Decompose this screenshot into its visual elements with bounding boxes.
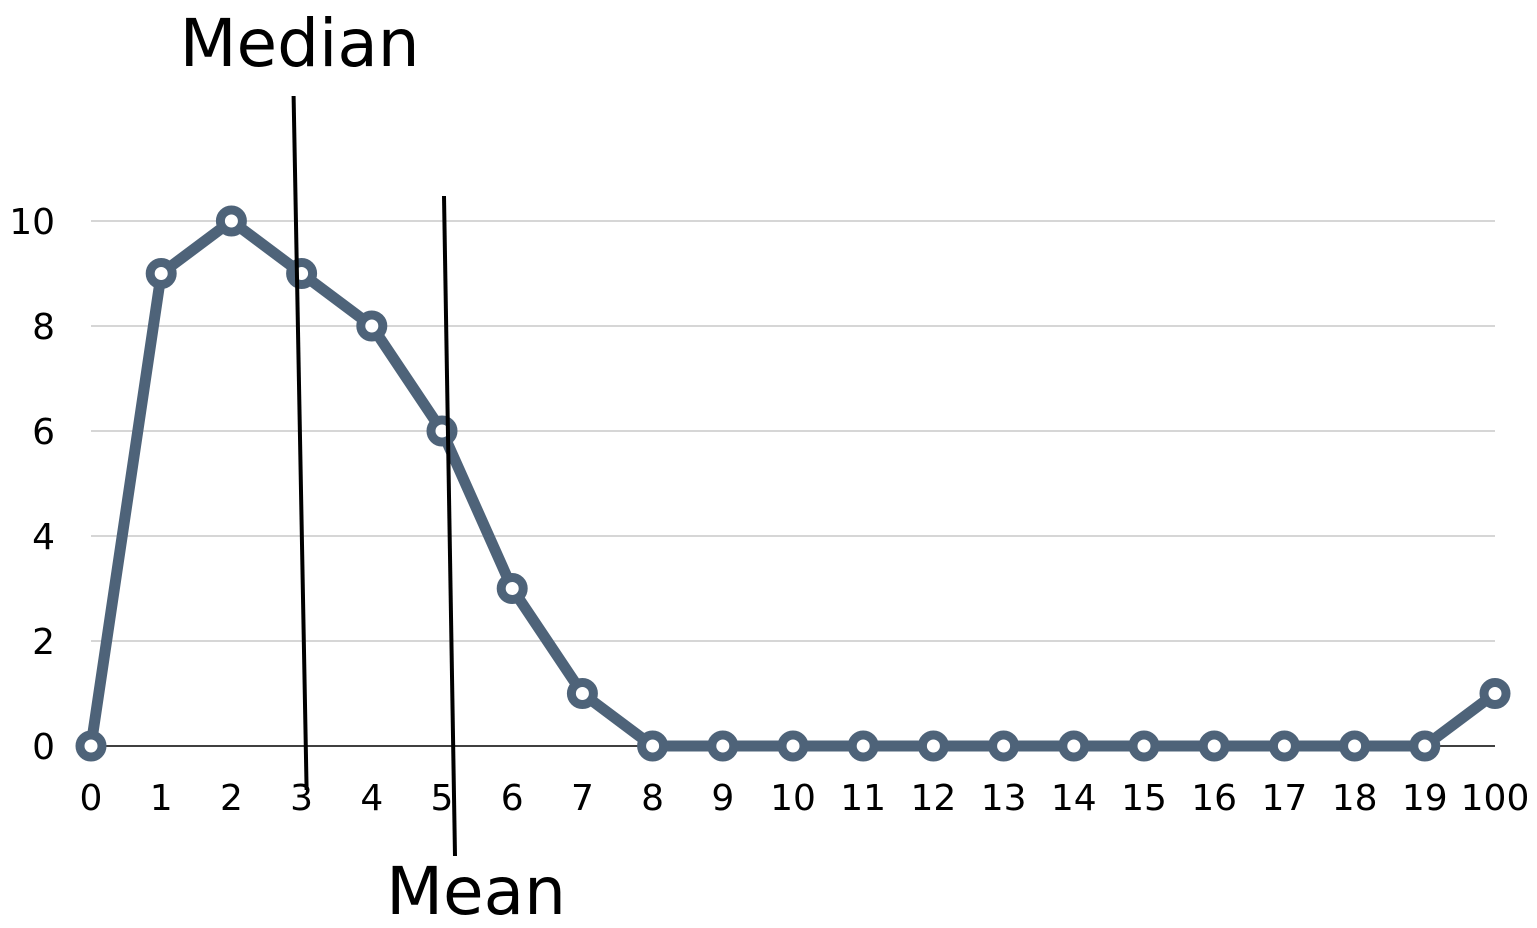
mean-label: Mean (386, 853, 566, 924)
x-tick-label: 18 (1332, 778, 1378, 819)
x-tick-label: 1 (150, 778, 173, 819)
data-point (215, 205, 247, 237)
data-point (847, 730, 879, 762)
annotations: Median Mean (180, 5, 566, 928)
x-tick-label: 10 (770, 778, 816, 819)
data-point (1409, 730, 1441, 762)
data-point (145, 258, 177, 289)
x-tick-label: 14 (1051, 778, 1097, 819)
data-point (1128, 730, 1160, 762)
data-point (988, 730, 1020, 762)
y-tick-label: 0 (32, 727, 55, 768)
data-point (1058, 730, 1090, 762)
x-tick-label: 6 (501, 778, 524, 819)
y-tick-label: 6 (32, 412, 55, 453)
data-point (496, 573, 528, 604)
data-point (1268, 730, 1300, 762)
x-tick-label: 17 (1261, 778, 1307, 819)
median-label: Median (180, 5, 420, 82)
x-tick-label: 19 (1402, 778, 1448, 819)
data-point (1198, 730, 1230, 762)
data-point (637, 730, 669, 762)
x-tick-label: 100 (1461, 778, 1530, 819)
x-tick-label: 11 (840, 778, 886, 819)
data-point (286, 258, 318, 289)
x-tick-label: 13 (981, 778, 1027, 819)
x-tick-label: 3 (290, 778, 313, 819)
x-axis: 0 1 2 3 4 5 6 7 8 9 10 11 12 13 14 15 16 17 18 19 100 (80, 778, 1530, 819)
data-point (356, 310, 388, 342)
data-point (1479, 678, 1511, 709)
y-tick-label: 2 (32, 622, 55, 663)
y-tick-label: 4 (32, 517, 55, 558)
x-tick-label: 8 (641, 778, 664, 819)
y-axis: 0 2 4 6 8 10 (9, 202, 55, 768)
y-tick-label: 10 (9, 202, 55, 243)
data-point (707, 730, 739, 762)
x-tick-label: 0 (80, 778, 103, 819)
median-line (291, 95, 309, 791)
x-tick-label: 15 (1121, 778, 1167, 819)
x-tick-label: 2 (220, 778, 243, 819)
data-point (75, 730, 107, 762)
y-tick-label: 8 (32, 307, 55, 348)
data-point (566, 678, 598, 709)
x-tick-label: 4 (360, 778, 383, 819)
x-tick-label: 7 (571, 778, 594, 819)
mean-line (442, 195, 457, 857)
series-line-group (75, 205, 1511, 762)
x-tick-label: 12 (910, 778, 956, 819)
data-point (917, 730, 949, 762)
x-tick-label: 9 (711, 778, 734, 819)
data-point (1339, 730, 1371, 762)
x-tick-label: 5 (431, 778, 454, 819)
data-point (777, 730, 809, 762)
x-tick-label: 16 (1191, 778, 1237, 819)
